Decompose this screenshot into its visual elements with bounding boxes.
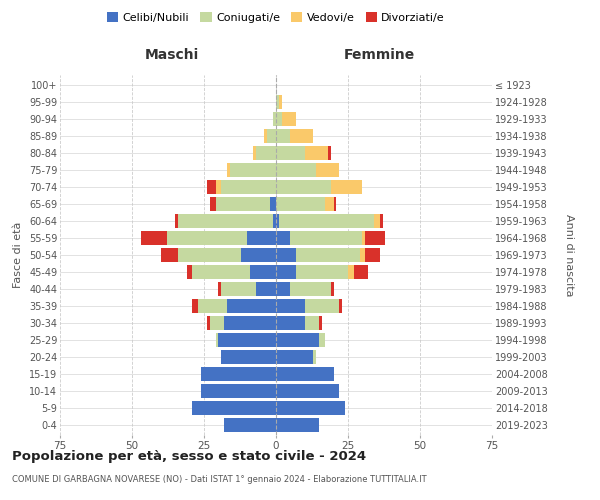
Bar [215, 333, 218, 347]
Bar [348, 265, 354, 279]
Bar [359, 248, 365, 262]
Bar [270, 197, 276, 211]
Bar [290, 129, 313, 143]
Bar [331, 282, 334, 296]
Bar [305, 299, 340, 313]
Bar [161, 248, 178, 262]
Bar [218, 333, 276, 347]
Bar [256, 282, 276, 296]
Bar [167, 231, 247, 245]
Bar [276, 146, 305, 160]
Bar [178, 248, 241, 262]
Bar [328, 146, 331, 160]
Bar [227, 163, 230, 177]
Y-axis label: Fasce di età: Fasce di età [13, 222, 23, 288]
Bar [140, 231, 167, 245]
Text: Popolazione per età, sesso e stato civile - 2024: Popolazione per età, sesso e stato civil… [12, 450, 366, 463]
Bar [210, 197, 215, 211]
Bar [276, 384, 340, 398]
Bar [227, 299, 276, 313]
Bar [224, 418, 276, 432]
Bar [193, 299, 198, 313]
Bar [178, 214, 273, 228]
Bar [365, 248, 380, 262]
Bar [290, 282, 331, 296]
Bar [250, 265, 276, 279]
Bar [273, 112, 276, 126]
Bar [193, 401, 276, 415]
Legend: Celibi/Nubili, Coniugati/e, Vedovi/e, Divorziati/e: Celibi/Nubili, Coniugati/e, Vedovi/e, Di… [103, 8, 449, 28]
Bar [256, 146, 276, 160]
Bar [380, 214, 383, 228]
Bar [218, 282, 221, 296]
Bar [276, 333, 319, 347]
Bar [201, 367, 276, 381]
Bar [279, 95, 282, 109]
Bar [221, 350, 276, 364]
Bar [276, 197, 325, 211]
Bar [290, 231, 362, 245]
Bar [265, 129, 268, 143]
Y-axis label: Anni di nascita: Anni di nascita [565, 214, 574, 296]
Bar [247, 231, 276, 245]
Bar [210, 316, 224, 330]
Bar [374, 214, 380, 228]
Bar [241, 248, 276, 262]
Bar [276, 112, 282, 126]
Bar [276, 265, 296, 279]
Text: Maschi: Maschi [145, 48, 199, 62]
Bar [325, 197, 334, 211]
Bar [276, 316, 305, 330]
Bar [276, 248, 296, 262]
Bar [276, 418, 319, 432]
Bar [316, 163, 340, 177]
Bar [276, 282, 290, 296]
Bar [305, 316, 319, 330]
Bar [276, 129, 290, 143]
Bar [221, 282, 256, 296]
Bar [362, 231, 365, 245]
Bar [365, 231, 385, 245]
Bar [331, 180, 362, 194]
Bar [296, 248, 359, 262]
Bar [221, 180, 276, 194]
Bar [276, 299, 305, 313]
Bar [313, 350, 316, 364]
Bar [296, 265, 348, 279]
Bar [268, 129, 276, 143]
Bar [276, 214, 279, 228]
Text: Femmine: Femmine [344, 48, 415, 62]
Bar [276, 163, 316, 177]
Bar [207, 316, 210, 330]
Bar [215, 180, 221, 194]
Bar [279, 214, 374, 228]
Bar [201, 384, 276, 398]
Text: COMUNE DI GARBAGNA NOVARESE (NO) - Dati ISTAT 1° gennaio 2024 - Elaborazione TUT: COMUNE DI GARBAGNA NOVARESE (NO) - Dati … [12, 475, 427, 484]
Bar [282, 112, 296, 126]
Bar [175, 214, 178, 228]
Bar [276, 401, 345, 415]
Bar [198, 299, 227, 313]
Bar [334, 197, 337, 211]
Bar [193, 265, 250, 279]
Bar [207, 180, 215, 194]
Bar [276, 231, 290, 245]
Bar [354, 265, 368, 279]
Bar [253, 146, 256, 160]
Bar [276, 350, 313, 364]
Bar [319, 316, 322, 330]
Bar [319, 333, 325, 347]
Bar [340, 299, 342, 313]
Bar [276, 367, 334, 381]
Bar [215, 197, 270, 211]
Bar [273, 214, 276, 228]
Bar [276, 95, 279, 109]
Bar [276, 180, 331, 194]
Bar [230, 163, 276, 177]
Bar [305, 146, 328, 160]
Bar [187, 265, 193, 279]
Bar [224, 316, 276, 330]
